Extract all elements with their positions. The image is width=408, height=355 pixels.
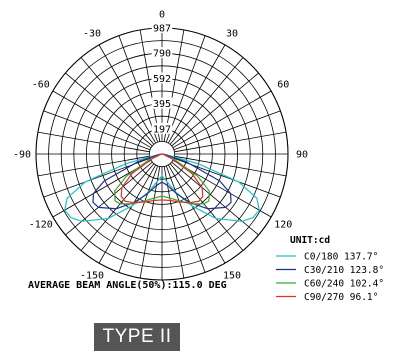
grid-spoke xyxy=(37,155,150,177)
grid-spoke xyxy=(65,161,153,236)
grid-spoke xyxy=(163,166,185,279)
grid-spoke xyxy=(98,44,157,144)
curve-series-3 xyxy=(114,153,210,205)
ring-tick-label: 197 xyxy=(153,124,171,135)
ring-label-bg xyxy=(151,122,173,134)
grid-spoke xyxy=(174,155,287,177)
angle-tick-label: 150 xyxy=(223,271,241,282)
angle-tick-label: -120 xyxy=(29,220,53,231)
legend-entry: C0/180 137.7° xyxy=(304,252,378,263)
unit-label: UNIT:cd xyxy=(290,235,330,246)
curve-series-1 xyxy=(64,153,260,222)
ring-tick-label: 987 xyxy=(153,24,171,35)
angle-tick-label: -30 xyxy=(83,28,101,39)
angle-tick-label: -60 xyxy=(32,80,50,91)
grid-spoke xyxy=(167,164,226,264)
grid-spoke xyxy=(171,72,259,147)
ring-tick-label: 395 xyxy=(153,99,171,110)
grid-spoke xyxy=(80,163,155,251)
angle-tick-label: -150 xyxy=(80,271,104,282)
angle-tick-label: 0 xyxy=(159,10,165,21)
legend: C0/180 137.7° C30/210 123.8° C60/240 102.4… xyxy=(276,252,384,303)
grid-spoke xyxy=(169,57,244,145)
ring-tick-label: 790 xyxy=(153,49,171,60)
grid-spoke xyxy=(171,161,259,236)
legend-entry: C30/210 123.8° xyxy=(304,265,384,276)
angle-tick-label: 90 xyxy=(296,150,308,161)
grid-spoke xyxy=(165,165,206,273)
grid-spoke xyxy=(165,35,206,143)
grid-spoke xyxy=(65,72,153,147)
polar-grid xyxy=(35,27,289,281)
angle-labels: 0 -30 30 -60 60 -90 90 -120 120 -150 150 xyxy=(13,10,308,282)
angle-tick-label: 120 xyxy=(274,220,292,231)
ring-label-bg xyxy=(151,72,173,84)
intensity-curves xyxy=(64,153,260,222)
ring-label-bg xyxy=(151,97,173,109)
angle-tick-label: 30 xyxy=(226,28,238,39)
ring-labels: 987 790 592 395 197 xyxy=(151,22,173,135)
ring-label-bg xyxy=(151,47,173,59)
grid-spoke xyxy=(172,90,272,149)
grid-spoke xyxy=(139,166,161,279)
grid-spoke xyxy=(37,131,150,153)
legend-entry: C90/270 96.1° xyxy=(304,292,378,303)
legend-entry: C60/240 102.4° xyxy=(304,279,384,290)
angle-tick-label: 60 xyxy=(277,80,289,91)
ring-tick-label: 592 xyxy=(153,74,171,85)
curve-series-2 xyxy=(92,153,232,210)
grid-spoke xyxy=(167,44,226,144)
curve-series-4 xyxy=(120,153,204,204)
ring-label-bg xyxy=(151,22,173,33)
grid-spoke xyxy=(52,90,152,149)
type-badge: TYPE II xyxy=(94,323,180,351)
grid-spoke xyxy=(80,57,155,145)
grid-spoke xyxy=(118,165,159,273)
beam-angle-text: AVERAGE BEAM ANGLE(50%):115.0 DEG xyxy=(28,280,227,291)
grid-spoke xyxy=(174,131,287,153)
grid-spoke xyxy=(43,110,151,151)
grid-spoke xyxy=(169,163,244,251)
grid-spoke xyxy=(118,35,159,143)
grid-spoke xyxy=(98,164,157,264)
grid-spoke xyxy=(173,110,281,151)
angle-tick-label: -90 xyxy=(13,150,31,161)
